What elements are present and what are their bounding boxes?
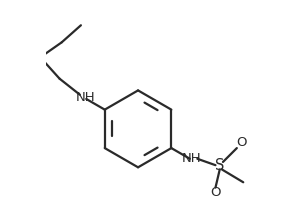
Text: NH: NH xyxy=(75,91,95,104)
Text: S: S xyxy=(215,158,224,173)
Text: O: O xyxy=(210,186,221,200)
Text: O: O xyxy=(236,136,246,149)
Text: NH: NH xyxy=(182,152,202,165)
